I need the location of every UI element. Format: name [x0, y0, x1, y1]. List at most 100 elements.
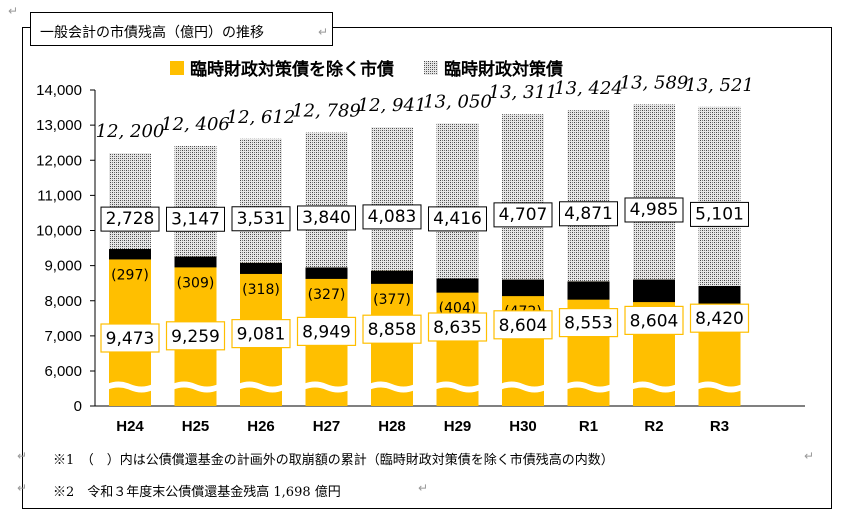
series2-label: 3,147 [171, 209, 220, 229]
category-label: H30 [509, 418, 537, 435]
series1-label: 8,420 [695, 309, 744, 329]
bar-series2 [371, 127, 413, 271]
total-label: 12, 789 [292, 101, 361, 122]
bar-series2 [436, 123, 479, 279]
legend-item-series1: 臨時財政対策債を除く市債 [170, 55, 394, 80]
bar-series2 [633, 104, 675, 280]
total-label: 13, 521 [685, 75, 754, 96]
series2-label-box [428, 206, 487, 232]
y-tick-label: 12,000 [36, 152, 82, 169]
return-mark-icon: ↵ [17, 449, 28, 463]
y-tick-label: 9,000 [44, 258, 82, 275]
bar-series2 [109, 153, 151, 250]
legend-label-series1: 臨時財政対策債を除く市債 [190, 60, 394, 80]
chart-title: 一般会計の市債残高（億円）の推移 [40, 25, 264, 41]
axis-break-mark [303, 381, 350, 393]
withdrawal-label: (327) [308, 287, 346, 303]
axis-break-mark [238, 381, 284, 393]
axis-break-mark [500, 381, 546, 393]
return-mark-icon: ↵ [8, 4, 19, 18]
bar-withdrawal [371, 270, 413, 284]
series2-label-box [231, 206, 291, 232]
note-2: ※2 令和３年度末公債償還基金残高 1,698 億円 [53, 485, 341, 500]
series1-label: 9,259 [171, 327, 220, 347]
withdrawal-label: (309) [177, 275, 215, 291]
series2-label-box [624, 197, 684, 223]
axis-break-mark [696, 381, 743, 393]
withdrawal-label: (318) [242, 282, 280, 298]
return-mark-icon: ↵ [804, 449, 815, 463]
total-label: 12, 406 [161, 114, 230, 135]
withdrawal-label: (377) [373, 292, 411, 308]
bar-withdrawal [698, 285, 741, 304]
category-label: H28 [378, 418, 406, 435]
y-tick-label: 10,000 [36, 223, 82, 240]
note-1: ※1 （ ）内は公債償還基金の計画外の取崩額の累計（臨時財政対策債を除く市債残高… [53, 453, 614, 468]
series2-label-box [493, 202, 553, 228]
category-label: R1 [579, 418, 598, 435]
series1-label-box [493, 310, 553, 340]
series1-label: 8,858 [368, 320, 417, 340]
chart-frame [22, 27, 832, 509]
category-label: H24 [116, 418, 144, 435]
category-label: H26 [247, 418, 275, 435]
y-tick-label: 11,000 [37, 187, 82, 204]
series2-label: 4,985 [630, 200, 679, 220]
series2-label-box [690, 201, 749, 227]
category-label: H29 [444, 418, 472, 435]
axis-break-mark [107, 381, 153, 393]
bar-series2 [567, 110, 610, 282]
series1-label: 8,604 [630, 311, 679, 331]
y-tick-label: 14,000 [36, 82, 82, 99]
series2-label: 4,707 [499, 205, 548, 225]
legend-label-series2: 臨時財政対策債 [444, 60, 563, 80]
withdrawal-label: (297) [111, 267, 149, 283]
total-label: 12, 612 [227, 107, 296, 128]
series1-label: 9,081 [237, 325, 286, 345]
y-tick-label: 13,000 [36, 117, 82, 134]
series1-label-box [100, 323, 160, 353]
series1-label-box [165, 321, 226, 351]
series2-label-box [362, 204, 422, 230]
axis-break-mark [565, 381, 612, 393]
series2-label-box [100, 206, 160, 232]
legend-swatch-hatched [424, 60, 438, 75]
series2-label: 4,871 [564, 204, 613, 224]
bar-withdrawal [567, 281, 610, 300]
bar-series2 [502, 114, 544, 280]
category-label: R3 [710, 418, 729, 435]
series1-label: 8,553 [564, 314, 613, 334]
category-label: R2 [644, 418, 663, 435]
series2-label: 5,101 [695, 204, 744, 224]
series1-label-box [427, 312, 488, 342]
return-mark-icon: ↵ [418, 481, 429, 495]
total-label: 13, 589 [620, 72, 689, 93]
series1-label-box [558, 308, 619, 338]
title-box [30, 12, 333, 46]
bar-withdrawal [502, 279, 544, 297]
series1-label: 8,635 [433, 318, 482, 338]
bar-series2 [305, 132, 348, 268]
bar-series2 [240, 138, 282, 263]
category-label: H25 [182, 418, 210, 435]
series1-label: 9,473 [106, 329, 155, 349]
series1-label-box [624, 305, 684, 335]
y-tick-label: 8,000 [44, 293, 82, 310]
axis-break-mark [631, 381, 677, 393]
axis-break-mark [369, 381, 415, 393]
series1-label-box [296, 316, 357, 346]
total-label: 13, 050 [423, 91, 492, 112]
legend-swatch-orange [170, 60, 184, 75]
series1-label-box [231, 319, 291, 349]
bar-withdrawal [633, 279, 675, 303]
category-label: H27 [313, 418, 341, 435]
series2-label: 4,416 [433, 209, 482, 229]
series1-label: 8,604 [499, 316, 548, 336]
series1-label-box [689, 303, 750, 333]
y-tick-label: 7,000 [44, 328, 82, 345]
y-tick-label: 6,000 [44, 363, 82, 380]
series2-label: 3,840 [302, 208, 351, 228]
bar-withdrawal [305, 267, 348, 279]
bar-withdrawal [174, 256, 217, 268]
return-mark-icon: ↵ [318, 25, 329, 39]
